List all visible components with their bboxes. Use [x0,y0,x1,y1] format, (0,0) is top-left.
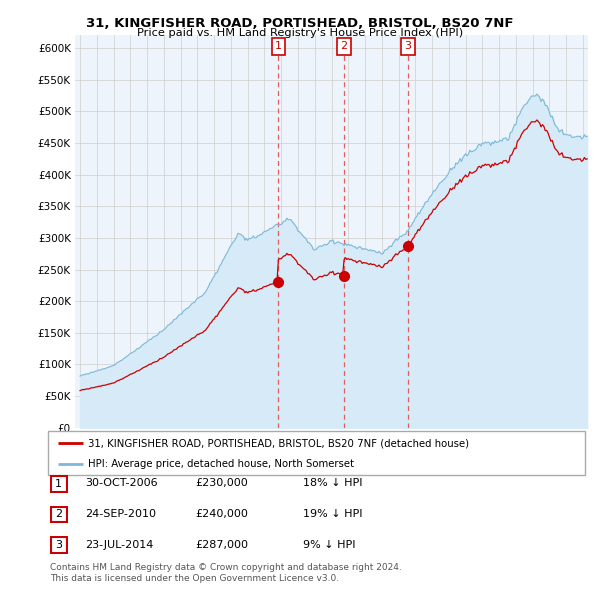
Text: 2: 2 [55,510,62,519]
Text: 19% ↓ HPI: 19% ↓ HPI [303,509,362,519]
Text: 1: 1 [55,479,62,489]
Text: 30-OCT-2006: 30-OCT-2006 [85,478,158,488]
Text: Price paid vs. HM Land Registry's House Price Index (HPI): Price paid vs. HM Land Registry's House … [137,28,463,38]
Text: HPI: Average price, detached house, North Somerset: HPI: Average price, detached house, Nort… [88,460,355,469]
Text: 3: 3 [55,540,62,550]
Text: 2: 2 [340,41,347,51]
Text: £287,000: £287,000 [195,540,248,549]
Text: This data is licensed under the Open Government Licence v3.0.: This data is licensed under the Open Gov… [50,574,339,583]
Text: 31, KINGFISHER ROAD, PORTISHEAD, BRISTOL, BS20 7NF: 31, KINGFISHER ROAD, PORTISHEAD, BRISTOL… [86,17,514,30]
Text: 1: 1 [275,41,282,51]
Text: 24-SEP-2010: 24-SEP-2010 [85,509,156,519]
FancyBboxPatch shape [50,476,67,492]
Text: Contains HM Land Registry data © Crown copyright and database right 2024.: Contains HM Land Registry data © Crown c… [50,563,401,572]
FancyBboxPatch shape [48,431,585,475]
Text: 18% ↓ HPI: 18% ↓ HPI [303,478,362,488]
Text: 9% ↓ HPI: 9% ↓ HPI [303,540,355,549]
Text: £230,000: £230,000 [195,478,248,488]
FancyBboxPatch shape [50,537,67,553]
Text: 3: 3 [404,41,412,51]
FancyBboxPatch shape [50,506,67,523]
Text: 31, KINGFISHER ROAD, PORTISHEAD, BRISTOL, BS20 7NF (detached house): 31, KINGFISHER ROAD, PORTISHEAD, BRISTOL… [88,438,469,448]
Text: £240,000: £240,000 [195,509,248,519]
Text: 23-JUL-2014: 23-JUL-2014 [85,540,154,549]
